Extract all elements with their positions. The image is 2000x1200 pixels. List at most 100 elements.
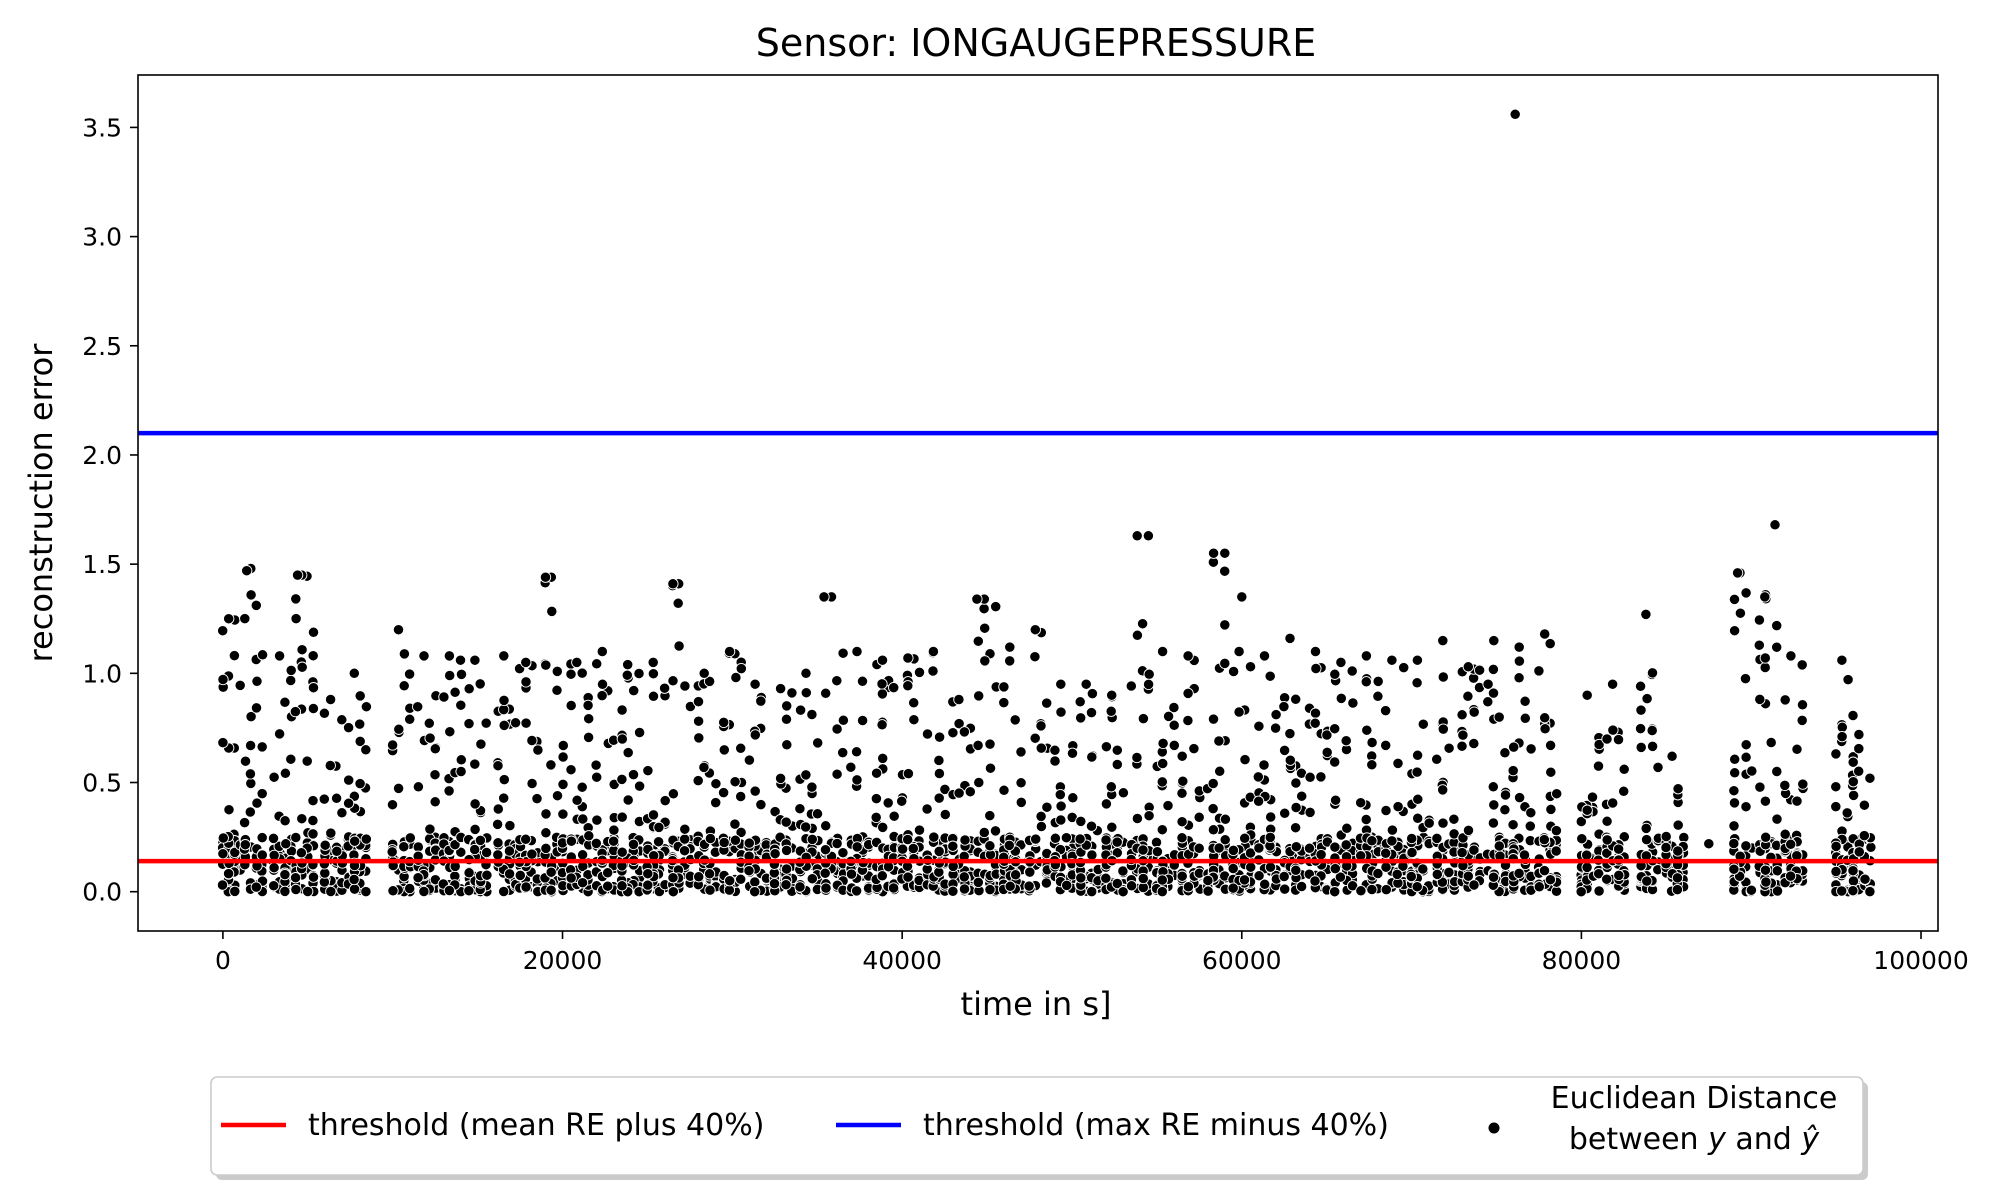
data-point <box>633 780 646 792</box>
data-point <box>1105 781 1117 793</box>
data-point <box>1049 744 1061 756</box>
data-point <box>902 833 914 846</box>
data-point <box>723 884 736 896</box>
data-point <box>1227 665 1240 678</box>
data-point <box>1796 659 1808 671</box>
data-point <box>1652 761 1664 774</box>
data-point <box>1329 756 1341 768</box>
data-point <box>1321 729 1333 741</box>
x-tick-label: 80000 <box>1542 946 1622 975</box>
data-point <box>1111 744 1123 756</box>
data-point <box>1278 744 1291 757</box>
data-point <box>540 808 552 820</box>
data-point <box>392 782 405 795</box>
data-point <box>1830 865 1842 878</box>
data-point <box>1499 804 1511 816</box>
data-point <box>698 761 710 774</box>
data-point <box>1601 873 1613 885</box>
data-point <box>819 867 831 879</box>
data-point <box>1468 879 1480 891</box>
data-point <box>990 600 1002 613</box>
data-point <box>1100 798 1113 810</box>
data-point <box>978 826 990 839</box>
data-point <box>1581 849 1593 861</box>
legend-point-swatch <box>1488 1122 1500 1134</box>
data-point <box>1304 771 1316 783</box>
data-point <box>590 759 602 771</box>
data-point <box>1264 831 1276 844</box>
data-point <box>280 838 292 850</box>
data-point <box>1219 834 1231 846</box>
data-point <box>1080 678 1092 690</box>
data-point <box>526 777 538 790</box>
data-point <box>1219 547 1231 559</box>
data-point <box>1779 694 1791 706</box>
data-point <box>296 661 308 673</box>
data-point <box>393 723 405 735</box>
data-point <box>492 837 504 849</box>
data-point <box>1142 678 1155 691</box>
data-point <box>959 834 971 846</box>
data-point <box>1672 845 1684 857</box>
data-point <box>1456 709 1468 721</box>
data-point <box>590 837 602 850</box>
data-point <box>794 704 807 716</box>
y-axis-label: reconstruction error <box>22 343 60 663</box>
data-point <box>251 797 263 809</box>
data-point <box>1125 680 1137 692</box>
data-point <box>1487 781 1499 793</box>
data-point <box>583 713 595 725</box>
y-tick-label: 0.0 <box>82 878 122 907</box>
data-point <box>1593 885 1605 897</box>
data-point <box>850 885 863 897</box>
data-point <box>418 885 430 898</box>
data-point <box>1754 781 1766 793</box>
data-point <box>908 714 920 726</box>
data-point <box>1355 797 1367 809</box>
data-point <box>984 738 996 750</box>
data-point <box>398 680 410 692</box>
data-point <box>958 726 971 738</box>
data-point <box>693 871 705 883</box>
data-point <box>386 799 399 811</box>
data-point <box>927 665 939 677</box>
data-point <box>1525 743 1537 755</box>
data-point <box>1841 807 1853 819</box>
data-point <box>749 678 761 690</box>
data-point <box>1168 719 1180 731</box>
data-point <box>1612 843 1625 855</box>
data-point <box>1431 832 1443 845</box>
data-point <box>1075 872 1087 884</box>
data-point <box>1188 742 1200 755</box>
data-point <box>831 837 843 850</box>
data-point <box>424 823 436 835</box>
data-point <box>1162 710 1175 723</box>
data-point <box>591 771 603 783</box>
data-point <box>1009 869 1022 881</box>
data-point <box>1244 847 1257 859</box>
data-point <box>647 809 660 821</box>
data-point <box>1462 690 1474 702</box>
data-point <box>1296 790 1308 802</box>
data-point <box>971 593 983 605</box>
data-point <box>348 667 360 679</box>
data-point <box>652 836 665 848</box>
data-point <box>692 715 705 727</box>
data-point <box>1771 765 1783 778</box>
data-point <box>616 880 628 892</box>
data-point <box>342 721 355 734</box>
data-point <box>933 731 946 743</box>
data-point <box>1853 765 1865 777</box>
data-point <box>342 797 355 809</box>
data-point <box>1009 714 1021 726</box>
data-point <box>1086 687 1099 700</box>
data-point <box>1136 618 1149 630</box>
data-point <box>526 734 538 747</box>
data-point <box>1769 519 1781 531</box>
data-point <box>1618 785 1630 797</box>
data-point <box>1457 729 1469 741</box>
data-point <box>1618 831 1630 843</box>
data-point <box>222 867 235 880</box>
data-point <box>469 654 481 666</box>
data-point <box>1830 800 1842 813</box>
